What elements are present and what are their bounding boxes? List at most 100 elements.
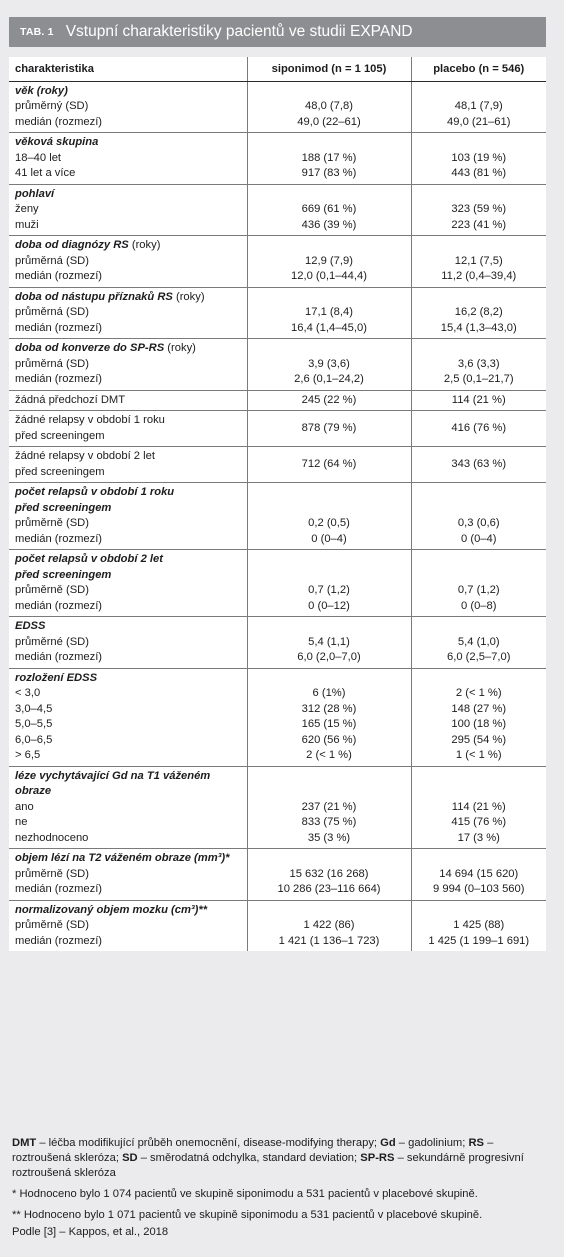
placebo-value: 0,7 (1,2): [410, 583, 546, 599]
row-label: průměrně (SD): [15, 584, 89, 596]
table-row: průměrná (SD) 12,9 (7,9) 12,1 (7,5): [9, 253, 546, 269]
column-header-characteristic: charakteristika: [9, 57, 247, 82]
row-label: medián (rozmezí): [15, 934, 103, 947]
row-label: průměrný (SD): [15, 100, 89, 112]
placebo-value: 14 694 (15 620): [410, 866, 546, 882]
placebo-value: 6,0 (2,5–7,0): [410, 650, 546, 668]
placebo-value: 15,4 (1,3–43,0): [410, 320, 546, 339]
table-row: medián (rozmezí) 16,4 (1,4–45,0) 15,4 (1,3…: [9, 320, 546, 339]
empty-cell: [410, 549, 546, 583]
group-title-text: EDSS: [15, 620, 46, 632]
placebo-value: 9 994 (0–103 560): [410, 882, 546, 900]
empty-cell: [410, 667, 546, 686]
row-label: muži: [15, 218, 39, 231]
row-label: 3,0–4,5: [15, 702, 53, 715]
group-title-text: věková skupina: [15, 136, 99, 148]
table-row: průměrně (SD) 1 422 (86) 1 425 (88): [9, 918, 546, 934]
siponimod-value: 5,4 (1,1): [246, 634, 411, 650]
group-title: normalizovaný objem mozku (cm³)**: [9, 899, 247, 918]
column-header-placebo: placebo (n = 546): [410, 57, 546, 82]
siponimod-value: 712 (64 %): [246, 446, 411, 483]
empty-cell: [410, 765, 546, 800]
siponimod-value: 16,4 (1,4–45,0): [246, 320, 411, 339]
row-label: 41 let a více: [15, 167, 76, 179]
abbreviation-text: – směrodatná odchylka, standard deviatio…: [137, 1152, 361, 1164]
siponimod-value: 2 (< 1 %): [246, 748, 411, 766]
row-label: medián (rozmezí): [15, 270, 103, 282]
placebo-value: 1 425 (1 199–1 691): [410, 933, 546, 951]
placebo-value: 343 (63 %): [410, 446, 546, 483]
siponimod-value: 1 422 (86): [246, 918, 411, 934]
siponimod-value: 669 (61 %): [246, 202, 411, 218]
table-row: > 6,5 2 (< 1 %) 1 (< 1 %): [9, 748, 546, 766]
table-row: medián (rozmezí) 49,0 (22–61) 49,0 (21–61): [9, 114, 546, 133]
placebo-value: 0 (0–4): [410, 531, 546, 550]
siponimod-value: 878 (79 %): [246, 410, 411, 447]
table-row: medián (rozmezí) 0 (0–12) 0 (0–8): [9, 598, 546, 617]
row-label: medián (rozmezí): [15, 883, 103, 895]
table-row: nezhodnoceno 35 (3 %) 17 (3 %): [9, 830, 546, 849]
baseline-characteristics-table: charakteristika siponimod (n = 1 105) pl…: [9, 57, 546, 951]
siponimod-value: 35 (3 %): [246, 830, 411, 849]
empty-cell: [246, 132, 411, 151]
group-title-unit: (roky): [164, 342, 196, 354]
placebo-value: 103 (19 %): [410, 150, 546, 166]
group-title-row: pohlaví: [9, 183, 546, 202]
placebo-value: 416 (76 %): [410, 410, 546, 447]
placebo-value: 323 (59 %): [410, 202, 546, 218]
group-title: EDSS: [9, 616, 247, 635]
row-label: < 3,0: [15, 687, 41, 699]
group-title: pohlaví: [9, 183, 247, 202]
abbreviation-text: – sekundárně progresivní roztroušená skl…: [12, 1152, 524, 1179]
placebo-value: 114 (21 %): [410, 799, 546, 815]
placebo-value: 295 (54 %): [410, 732, 546, 748]
group-title: doba od konverze do SP-RS (roky): [9, 338, 247, 357]
group-title-text: doba od diagnózy RS: [15, 239, 129, 251]
row-label: 18–40 let: [15, 151, 62, 164]
table-row: žádné relapsy v období 1 roku před scree…: [9, 410, 546, 447]
row-label: medián (rozmezí): [15, 599, 103, 612]
table-row: průměrné (SD) 5,4 (1,1) 5,4 (1,0): [9, 634, 546, 650]
siponimod-value: 1 421 (1 136–1 723): [246, 933, 411, 951]
siponimod-value: 6,0 (2,0–7,0): [246, 650, 411, 668]
abbreviation-key: SP-RS: [360, 1152, 395, 1164]
siponimod-value: 312 (28 %): [246, 701, 411, 717]
footnotes: DMT – léčba modifikující průběh onemocně…: [12, 1136, 548, 1246]
row-label: 5,0–5,5: [15, 718, 53, 730]
row-label: průměrná (SD): [15, 306, 89, 318]
table-row: 18–40 let 188 (17 %) 103 (19 %): [9, 150, 546, 166]
siponimod-value: 48,0 (7,8): [246, 99, 411, 115]
empty-cell: [246, 667, 411, 686]
row-label: medián (rozmezí): [15, 321, 103, 334]
row-label: žádné relapsy v období 1 roku před scree…: [9, 410, 247, 447]
empty-cell: [246, 183, 411, 202]
group-title-row: počet relapsů v období 1 roku před scree…: [9, 482, 546, 516]
row-label: ženy: [15, 203, 39, 215]
siponimod-value: 0 (0–4): [246, 531, 411, 550]
group-title-text: pohlaví: [15, 187, 55, 200]
row-label: medián (rozmezí): [15, 115, 103, 128]
table-row: ženy 669 (61 %) 323 (59 %): [9, 202, 546, 218]
table-header-bar: TAB. 1 Vstupní charakteristiky pacientů …: [9, 17, 546, 47]
siponimod-value: 237 (21 %): [246, 799, 411, 815]
row-label: 6,0–6,5: [15, 733, 53, 746]
abbreviation-key: Gd: [380, 1137, 396, 1149]
group-title-text: doba od konverze do SP-RS: [15, 342, 165, 354]
placebo-value: 2 (< 1 %): [410, 686, 546, 702]
abbreviations-note: DMT – léčba modifikující průběh onemocně…: [12, 1136, 548, 1181]
siponimod-value: 436 (39 %): [246, 217, 411, 236]
table-row: průměrná (SD) 3,9 (3,6) 3,6 (3,3): [9, 356, 546, 372]
placebo-value: 114 (21 %): [410, 389, 546, 411]
group-title-text: léze vychytávající Gd na T1 váženém obra…: [15, 769, 211, 798]
empty-cell: [246, 616, 411, 635]
empty-cell: [410, 235, 546, 254]
siponimod-value: 17,1 (8,4): [246, 305, 411, 321]
group-title: počet relapsů v období 2 let před screen…: [9, 549, 247, 583]
group-title-row: věková skupina: [9, 132, 546, 151]
placebo-value: 0,3 (0,6): [410, 516, 546, 532]
siponimod-value: 0,7 (1,2): [246, 583, 411, 599]
empty-cell: [410, 183, 546, 202]
siponimod-value: 188 (17 %): [246, 150, 411, 166]
group-title-text: normalizovaný objem mozku (cm³)**: [15, 903, 208, 916]
siponimod-value: 3,9 (3,6): [246, 356, 411, 372]
